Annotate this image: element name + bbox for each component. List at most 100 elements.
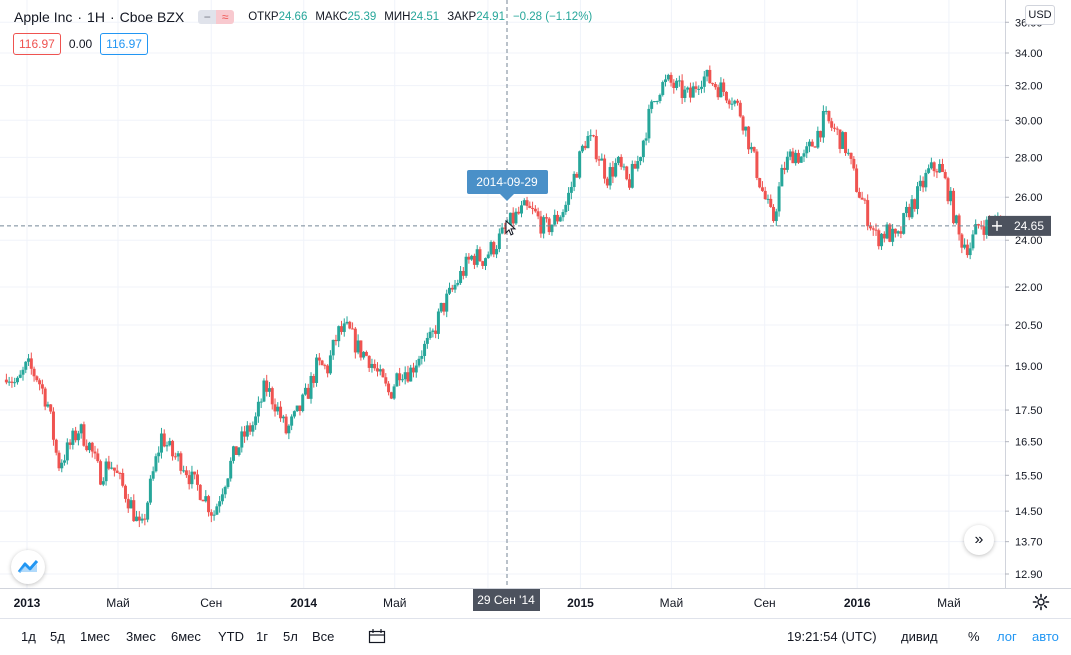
candle-body — [567, 192, 571, 205]
candle-body — [727, 100, 731, 105]
compare-pill-icon[interactable]: − ≈ — [198, 10, 235, 24]
y-tick-label: 30.00 — [1015, 115, 1043, 127]
price-axis-crosshair-box — [1007, 215, 1051, 236]
candle-body — [702, 76, 706, 87]
candle-body — [910, 199, 914, 218]
scroll-to-realtime-icon[interactable]: » — [964, 525, 994, 555]
candle-body — [320, 360, 324, 366]
candle-body — [719, 82, 723, 98]
candles — [4, 65, 1003, 528]
hand-cursor-icon — [505, 219, 517, 236]
candle-body — [639, 157, 643, 162]
candle-body — [564, 204, 568, 213]
candle-body — [558, 217, 562, 222]
range-1m[interactable]: 1мес — [80, 629, 110, 644]
candle-body — [760, 187, 764, 191]
dividends-toggle[interactable]: дивид — [901, 629, 938, 644]
candle-body — [794, 152, 798, 164]
candle-body — [630, 163, 634, 188]
header-dot-2: · — [109, 9, 115, 25]
price-axis[interactable]: 12.90 13.70 14.50 15.50 16.50 17.50 19.00 20.50… — [1005, 17, 1043, 581]
candle-body — [957, 215, 961, 235]
range-5d[interactable]: 5д — [50, 629, 65, 644]
candle-body — [411, 367, 415, 373]
goto-date-icon[interactable] — [368, 628, 386, 644]
range-6m[interactable]: 6мес — [171, 629, 201, 644]
candle-body — [733, 100, 737, 104]
candle-body — [359, 340, 363, 358]
candle-body — [700, 86, 704, 89]
candle-body — [542, 217, 546, 234]
y-tick-label: 14.50 — [1015, 506, 1043, 518]
candle-body — [968, 248, 972, 256]
candle-body — [414, 365, 418, 373]
candle-body — [891, 228, 895, 242]
range-5y[interactable]: 5л — [283, 629, 298, 644]
candle-body — [655, 101, 659, 103]
candle-body — [863, 199, 867, 201]
candle-body — [752, 146, 756, 152]
candle-body — [965, 244, 969, 256]
spread-value: 0.00 — [68, 37, 93, 51]
time-axis[interactable]: 2013МайСен2014МайСен2015МайСен2016Май — [14, 596, 961, 610]
range-ytd[interactable]: YTD — [218, 629, 244, 644]
candle-body — [442, 302, 446, 312]
candle-body — [65, 442, 69, 461]
candle-body — [364, 351, 368, 356]
range-all[interactable]: Все — [312, 629, 335, 644]
currency-button[interactable]: USD — [1025, 5, 1055, 25]
candle-body — [550, 224, 554, 233]
candle-body — [279, 406, 283, 419]
candle-body — [234, 446, 238, 455]
candle-body — [580, 145, 584, 152]
candle-body — [860, 197, 864, 200]
candle-body — [209, 512, 213, 516]
x-tick-label: Май — [383, 596, 407, 610]
candle-body — [683, 89, 687, 98]
candle-body — [287, 425, 291, 434]
candle-body — [594, 136, 598, 160]
candle-body — [162, 433, 166, 447]
candle-body — [868, 226, 872, 229]
symbol-name[interactable]: Apple Inc — [14, 9, 73, 25]
candle-body — [913, 199, 917, 209]
range-1d[interactable]: 1д — [21, 629, 36, 644]
candle-body — [312, 375, 316, 383]
candle-body — [774, 211, 778, 222]
candle-body — [938, 163, 942, 173]
candle-body — [27, 358, 31, 362]
candle-body — [68, 442, 72, 445]
candle-body — [616, 156, 620, 163]
high-value: 25.39 — [347, 11, 377, 23]
candle-body — [647, 108, 651, 139]
utc-clock[interactable]: 19:21:54 (UTC) — [787, 629, 877, 644]
candle-body — [301, 394, 305, 411]
gear-icon[interactable] — [1032, 593, 1050, 611]
candle-body — [954, 215, 958, 224]
range-1y[interactable]: 1г — [256, 629, 268, 644]
candle-body — [846, 152, 850, 154]
candle-body — [517, 211, 521, 214]
candle-body — [151, 471, 155, 479]
log-toggle[interactable]: лог — [997, 629, 1017, 644]
auto-toggle[interactable]: авто — [1032, 629, 1059, 644]
change-value: −0.28 (−1.12%) — [512, 11, 593, 23]
candle-body — [916, 186, 920, 209]
range-3m[interactable]: 3мес — [126, 629, 156, 644]
interval-label[interactable]: 1H — [87, 9, 105, 25]
percent-toggle[interactable]: % — [968, 629, 980, 644]
candle-body — [492, 242, 496, 255]
candle-body — [697, 88, 701, 90]
tradingview-logo-icon[interactable] — [11, 550, 45, 584]
candle-body — [218, 501, 222, 507]
sell-button[interactable]: 116.97 — [13, 33, 61, 55]
candle-body — [267, 388, 271, 392]
candle-body — [539, 216, 543, 234]
candle-body — [600, 158, 604, 161]
candle-body — [730, 103, 734, 105]
candle-body — [838, 129, 842, 149]
price-chart[interactable]: 2013МайСен2014МайСен2015МайСен2016Май 12… — [0, 0, 1071, 618]
buy-button[interactable]: 116.97 — [100, 33, 148, 55]
candle-body — [326, 365, 330, 374]
candle-body — [184, 470, 188, 476]
